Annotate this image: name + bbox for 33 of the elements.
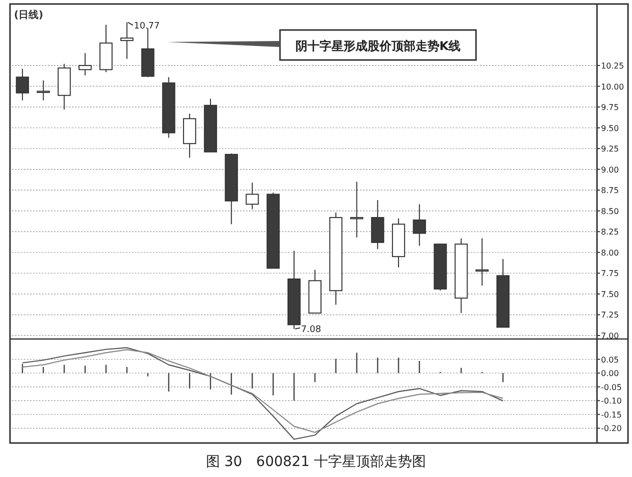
candlestick (412, 204, 426, 246)
y-tick-label: 10.00 (601, 82, 624, 92)
annotation: 7.08 (301, 324, 322, 335)
y-tick-label: 10.25 (601, 61, 624, 70)
candlestick (246, 182, 259, 210)
candlestick (350, 181, 364, 238)
candlestick (16, 68, 30, 101)
y-tick-label: -0.05 (601, 382, 622, 392)
candlestick (78, 52, 92, 76)
y-tick-label: 0.00 (601, 369, 619, 378)
caption: 图 30 600821 十字星顶部走势图 (206, 454, 426, 470)
y-tick-label: 9.00 (601, 165, 619, 174)
y-tick-label: 9.50 (601, 124, 619, 133)
y-tick-label: 7.75 (601, 269, 619, 278)
y-tick-label: 0.05 (601, 355, 619, 364)
y-tick-label: 7.50 (601, 290, 619, 299)
y-tick-label: 7.00 (601, 332, 619, 341)
text: (日线) (14, 9, 44, 21)
y-tick-label: 8.00 (601, 248, 619, 258)
y-tick-label: 8.75 (601, 186, 619, 196)
y-tick-label: 8.50 (601, 206, 619, 216)
y-tick-label: -0.15 (601, 410, 622, 420)
y-tick-label: 7.25 (601, 310, 619, 320)
y-tick-label: 9.75 (601, 103, 619, 112)
y-tick-label: -0.10 (601, 396, 622, 406)
candlestick (476, 238, 489, 286)
y-tick-label: -0.20 (601, 424, 622, 434)
y-tick-label: 9.25 (601, 144, 619, 154)
candlestick (36, 80, 50, 101)
annotation: 阴十字星形成股价顶部走势K线 (295, 39, 461, 53)
annotation: 10.77 (134, 21, 160, 32)
y-tick-label: 8.25 (601, 228, 619, 237)
candlestick (120, 22, 134, 60)
